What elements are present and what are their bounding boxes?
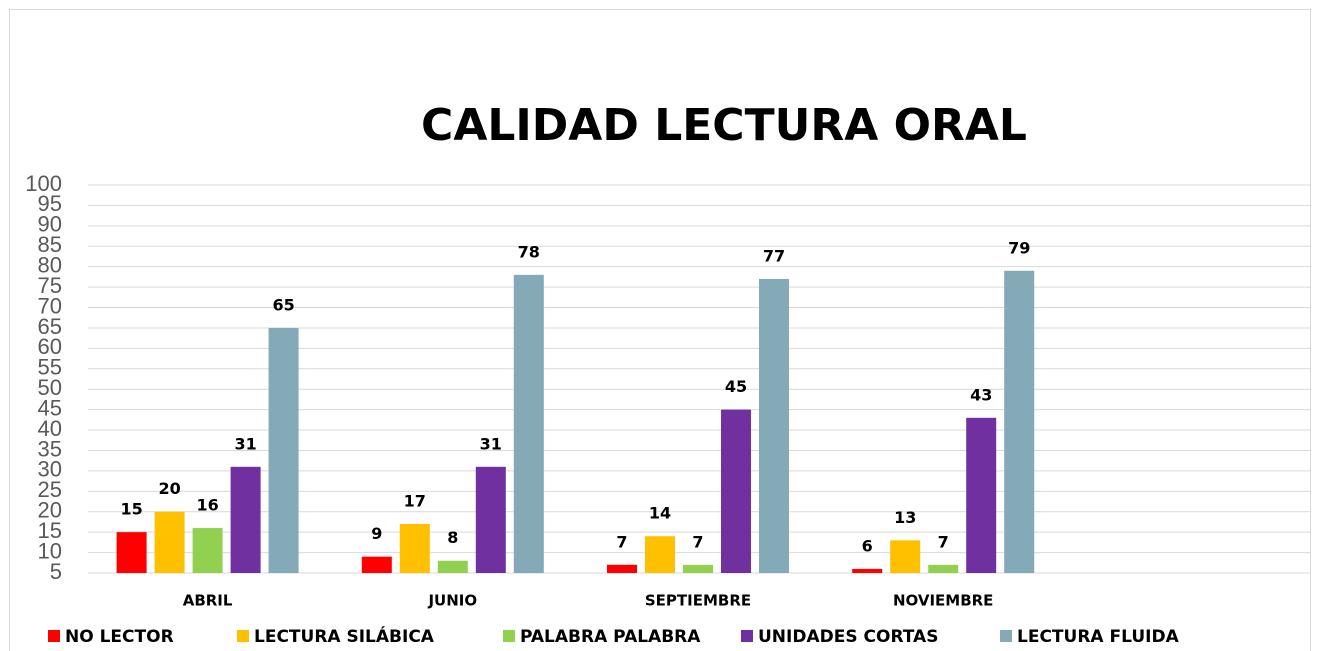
bar <box>116 532 147 573</box>
data-label: 31 <box>234 434 256 453</box>
data-label: 6 <box>862 536 873 555</box>
data-label: 8 <box>447 528 458 547</box>
bar <box>607 564 637 573</box>
legend-swatch <box>1000 630 1012 642</box>
y-tick-label: 100 <box>25 171 62 196</box>
y-tick-label: 45 <box>38 395 62 420</box>
x-tick-label: SEPTIEMBRE <box>645 592 751 610</box>
x-tick-label: ABRIL <box>183 592 233 610</box>
data-label: 77 <box>763 246 785 265</box>
data-label: 65 <box>272 295 294 314</box>
data-label: 78 <box>518 242 540 261</box>
bar <box>928 564 959 573</box>
data-label: 13 <box>894 508 916 527</box>
data-label: 20 <box>158 479 180 498</box>
data-label: 7 <box>692 532 703 551</box>
data-label: 79 <box>1008 238 1030 257</box>
y-tick-label: 95 <box>38 191 62 216</box>
bar <box>759 278 789 573</box>
data-label: 43 <box>970 385 992 404</box>
bar <box>399 523 430 573</box>
data-label: 14 <box>649 504 671 523</box>
y-tick-label: 60 <box>38 334 62 359</box>
bar <box>230 466 261 573</box>
legend-swatch <box>741 630 753 642</box>
bar <box>890 540 921 573</box>
legend-swatch <box>237 630 249 642</box>
data-label: 31 <box>480 434 502 453</box>
y-tick-label: 80 <box>38 252 62 277</box>
y-tick-label: 70 <box>38 293 62 318</box>
legend-label: UNIDADES CORTAS <box>758 627 938 647</box>
bar <box>721 409 751 573</box>
y-tick-label: 35 <box>38 436 62 461</box>
data-label: 45 <box>725 377 747 396</box>
legend-label: PALABRA PALABRA <box>520 627 701 647</box>
bar <box>192 528 223 573</box>
y-tick-label: 30 <box>38 457 62 482</box>
y-tick-label: 85 <box>38 232 62 257</box>
data-label: 7 <box>938 532 949 551</box>
chart-title: CALIDAD LECTURA ORAL <box>421 100 1027 151</box>
y-tick-label: 20 <box>38 498 62 523</box>
y-tick-label: 25 <box>38 477 62 502</box>
y-tick-label: 40 <box>38 416 62 441</box>
legend-swatch <box>503 630 515 642</box>
bar <box>437 560 468 573</box>
bar <box>1004 270 1035 573</box>
legend-swatch <box>48 630 60 642</box>
bar <box>475 466 506 573</box>
x-tick-label: JUNIO <box>427 592 477 610</box>
legend-label: LECTURA SILÁBICA <box>254 625 435 647</box>
legend-label: NO LECTOR <box>65 627 174 647</box>
y-tick-label: 90 <box>38 212 62 237</box>
legend-label: LECTURA FLUIDA <box>1017 627 1180 647</box>
bar <box>966 417 997 573</box>
bar <box>852 568 883 573</box>
bar <box>513 274 544 573</box>
data-label: 17 <box>404 491 426 510</box>
y-tick-label: 55 <box>38 355 62 380</box>
bar <box>361 556 392 573</box>
y-tick-label: 15 <box>38 518 62 543</box>
y-tick-label: 65 <box>38 314 62 339</box>
y-tick-label: 75 <box>38 273 62 298</box>
data-label: 16 <box>196 496 218 515</box>
data-label: 7 <box>616 532 627 551</box>
y-tick-label: 10 <box>38 538 62 563</box>
y-tick-label: 50 <box>38 375 62 400</box>
data-label: 9 <box>371 524 382 543</box>
bar <box>683 564 713 573</box>
data-label: 15 <box>120 500 142 519</box>
x-tick-label: NOVIEMBRE <box>893 592 994 610</box>
bar <box>154 511 185 573</box>
y-tick-label: 5 <box>50 559 62 584</box>
bar <box>268 327 299 573</box>
bar <box>645 536 675 573</box>
